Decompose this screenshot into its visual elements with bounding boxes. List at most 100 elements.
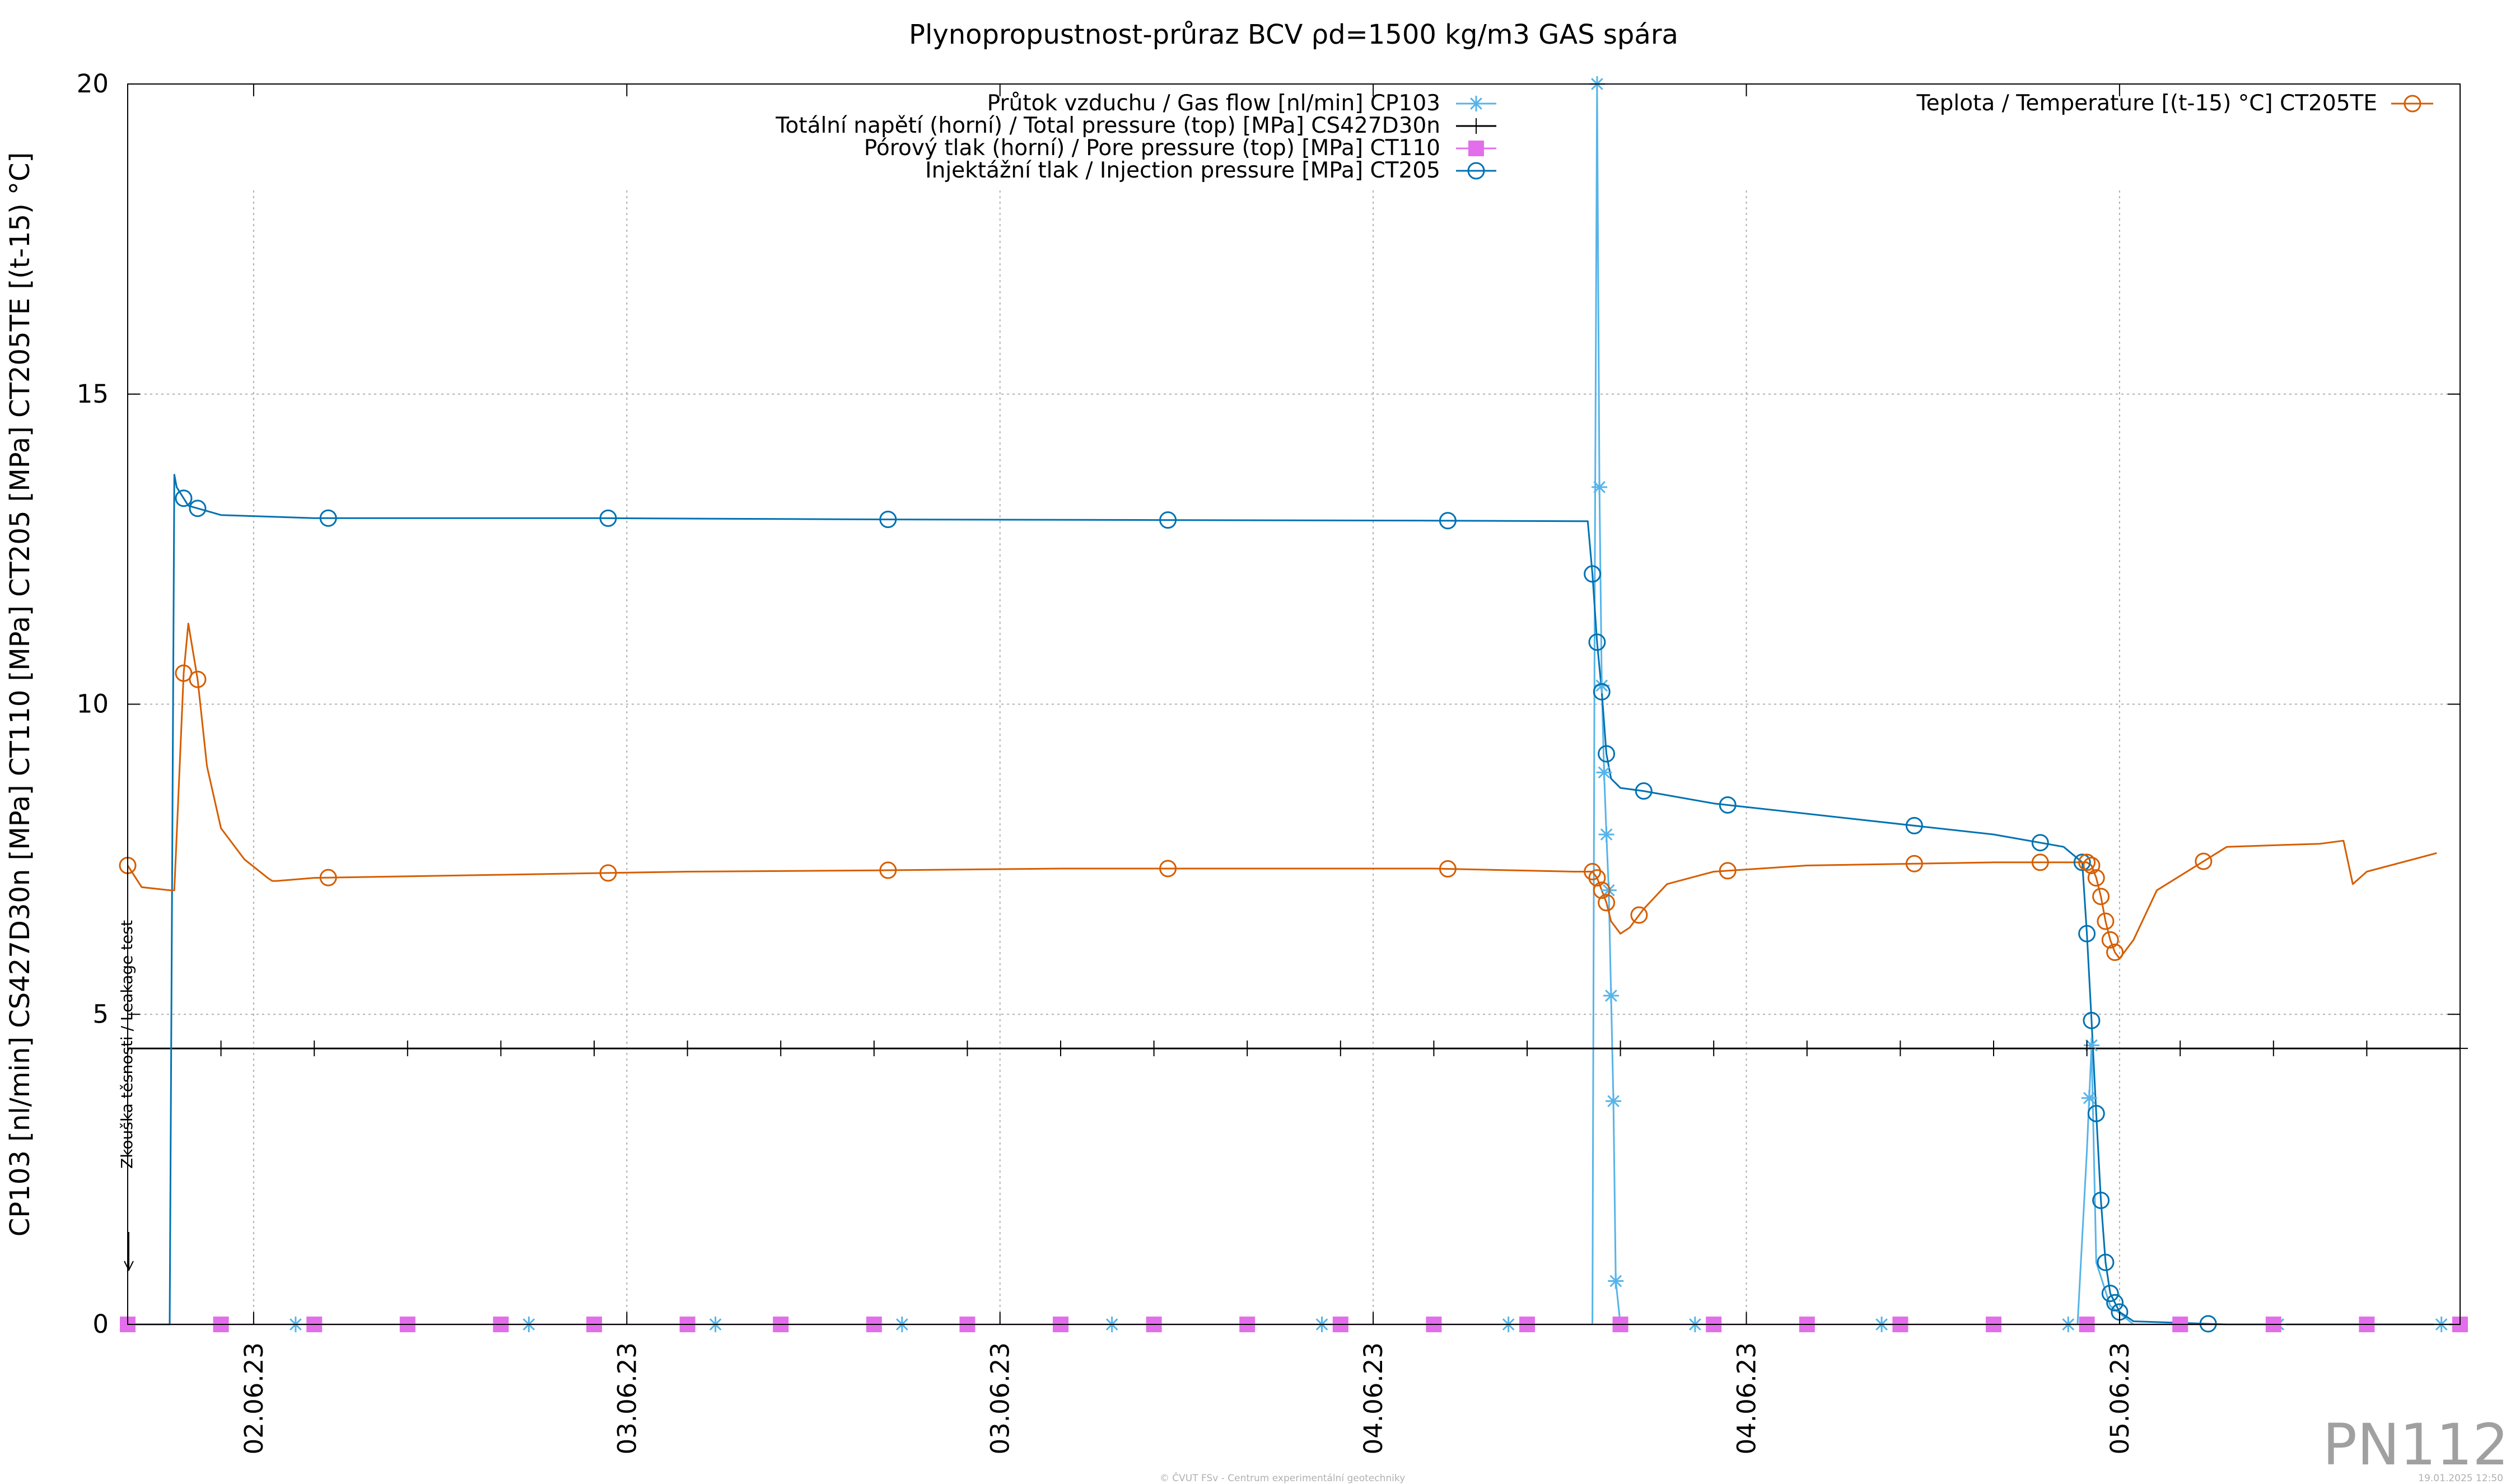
series-marker-3	[599, 509, 617, 527]
annotation-text: Zkouška těsnosti / Leakage test	[118, 920, 136, 1169]
series-marker-3	[1584, 565, 1602, 583]
series-marker-4	[2031, 853, 2049, 871]
y-tick-label: 20	[77, 69, 109, 99]
series-marker-4	[879, 861, 897, 879]
series-marker-3	[1635, 782, 1653, 800]
legend-swatch-marker	[1468, 118, 1484, 134]
series-marker-3	[879, 511, 897, 529]
annotation-arrowhead	[124, 1261, 134, 1272]
series-marker-0	[1600, 882, 1617, 898]
series-marker-4	[2195, 852, 2213, 870]
series-marker-3	[2199, 1315, 2217, 1333]
series-marker-3	[319, 509, 337, 527]
series-marker-4	[2083, 856, 2101, 874]
series-marker-1	[1332, 1040, 1348, 1057]
series-marker-1	[866, 1040, 882, 1057]
series-marker-4	[1630, 906, 1648, 924]
y-axis-title: CP103 [nl/min] CS427D30n [MPa] CT110 [MP…	[4, 152, 36, 1236]
legend-label: Injektážní tlak / Injection pressure [MP…	[925, 158, 1440, 183]
series-marker-4	[2106, 944, 2124, 961]
legend-swatch-marker	[2404, 95, 2421, 113]
series-line-4	[127, 623, 2437, 960]
series-marker-4	[1719, 862, 1737, 880]
footer-copyright: © ČVUT FSv - Centrum experimentální geot…	[1160, 1472, 1405, 1484]
legend-left: Průtok vzduchu / Gas flow [nl/min] CP103…	[775, 91, 1496, 183]
series-marker-1	[773, 1040, 789, 1057]
series-marker-1	[1519, 1040, 1535, 1057]
x-ticks: 02.06.23 03.06.23 03.06.23 04.06.23 04.06.23…	[239, 84, 2135, 1454]
series-marker-1	[213, 1040, 229, 1057]
series-marker-1	[959, 1040, 976, 1057]
series-marker-3	[1593, 683, 1611, 701]
x-tick-label: 03.06.23	[612, 1342, 642, 1454]
series-marker-1	[1239, 1040, 1256, 1057]
series-marker-3	[2097, 1253, 2115, 1271]
series-marker-3	[2087, 1104, 2105, 1122]
legend-label: Pórový tlak (horní) / Pore pressure (top…	[864, 136, 1440, 161]
legend-swatch-marker	[1468, 96, 1484, 111]
series-marker-4	[175, 664, 193, 682]
series-line-3	[128, 474, 2460, 1326]
legend-label: Totální napětí (horní) / Total pressure …	[775, 113, 1440, 138]
series-marker-4	[189, 670, 207, 688]
series-marker-1	[2265, 1040, 2281, 1057]
series-marker-4	[1588, 869, 1606, 887]
series-marker-4	[2078, 853, 2096, 871]
series-marker-1	[2359, 1040, 2375, 1057]
legend-swatch-marker	[1468, 141, 1484, 156]
series-marker-3	[2073, 853, 2091, 871]
series-marker-1	[399, 1040, 416, 1057]
x-tick-label: 04.06.23	[1359, 1342, 1388, 1454]
series-marker-4	[2101, 931, 2119, 949]
watermark-label: PN112	[2323, 1412, 2509, 1478]
series-marker-1	[2172, 1040, 2188, 1057]
series-marker-0	[2081, 1090, 2097, 1106]
series-marker-1	[1146, 1040, 1162, 1057]
series-marker-1	[2079, 1040, 2095, 1057]
x-tick-label: 05.06.23	[2105, 1342, 2135, 1454]
series-marker-1	[1799, 1040, 1815, 1057]
series-marker-4	[1593, 881, 1611, 899]
series-marker-4	[1598, 894, 1616, 912]
series-marker-3	[2078, 925, 2096, 942]
series-marker-3	[2083, 1011, 2101, 1029]
leakage-test-annotation: Zkouška těsnosti / Leakage test	[118, 920, 136, 1272]
series-marker-1	[1053, 1040, 1068, 1057]
legend-right: Teplota / Temperature [(t-15) °C] CT205T…	[1916, 91, 2433, 116]
series-marker-1	[306, 1040, 323, 1057]
series-marker-3	[1159, 511, 1177, 529]
series-marker-0	[1594, 678, 1610, 694]
series-marker-4	[2097, 912, 2115, 930]
series-marker-3	[2101, 1285, 2119, 1303]
series-marker-1	[493, 1040, 509, 1057]
series-marker-0	[2083, 1037, 2099, 1053]
y-tick-label: 15	[77, 379, 109, 409]
footer-timestamp: 19.01.2025 12:50	[2418, 1473, 2503, 1484]
x-tick-label: 02.06.23	[239, 1342, 269, 1454]
chart-title: Plynopropustnost-průraz BCV ρd=1500 kg/m…	[909, 19, 1678, 50]
x-tick-label: 03.06.23	[986, 1342, 1015, 1454]
series-marker-3	[1598, 745, 1616, 763]
series-marker-4	[599, 864, 617, 882]
series-marker-1	[1706, 1040, 1722, 1057]
y-ticks: 0 5 10 15 20	[77, 69, 2460, 1339]
series-marker-3	[189, 500, 207, 517]
series-marker-0	[1608, 1273, 1624, 1289]
series-marker-4	[1905, 855, 1923, 872]
series-marker-1	[1426, 1040, 1442, 1057]
series-marker-1	[1892, 1040, 1908, 1057]
y-tick-label: 0	[92, 1309, 109, 1339]
series-marker-4	[319, 869, 337, 886]
series-marker-4	[1159, 860, 1177, 878]
series-marker-0	[1598, 827, 1614, 843]
series-marker-1	[1612, 1040, 1628, 1057]
legend-swatch-marker	[1467, 162, 1485, 180]
grid	[128, 190, 2460, 1324]
series-marker-0	[1606, 1093, 1622, 1109]
series-marker-3	[2092, 1192, 2110, 1209]
series-marker-1	[679, 1040, 696, 1057]
series-marker-1	[586, 1040, 602, 1057]
series-marker-3	[2031, 834, 2049, 852]
series-marker-0	[1596, 764, 1612, 781]
